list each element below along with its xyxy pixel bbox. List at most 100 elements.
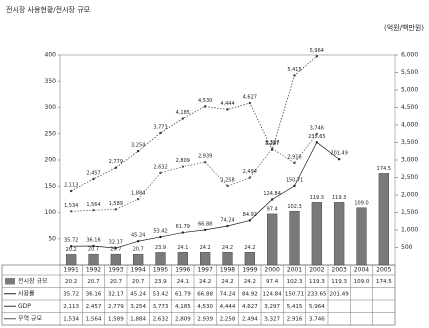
point-label: 3,746 (310, 125, 324, 131)
bar-label: 119.3 (310, 195, 324, 201)
legend-swatch (5, 278, 15, 285)
x-tick-label: 2004 (354, 267, 369, 274)
bar-label: 109.0 (354, 200, 368, 206)
y2-tick-label: 4,500 (401, 104, 418, 111)
bar-label: 174.5 (377, 166, 391, 172)
point-label: 66.88 (198, 221, 212, 227)
table-cell: 35.72 (63, 291, 79, 297)
table-cell: 20.7 (87, 279, 100, 285)
point (181, 231, 185, 234)
table-cell: 201.49 (330, 291, 350, 297)
point (159, 235, 162, 239)
bar-label: 20.2 (66, 247, 77, 253)
bar-label: 20.7 (133, 247, 144, 253)
point-label: 4,627 (243, 95, 257, 101)
bar-label: 24.2 (200, 245, 211, 251)
table-cell: 5,964 (309, 304, 325, 310)
point-label: 2,939 (198, 154, 212, 160)
point (315, 141, 319, 144)
point-label: 3,297 (265, 141, 279, 147)
bar (110, 253, 121, 266)
y-tick-label: 350 (45, 78, 57, 85)
point (226, 108, 229, 111)
point-label: 84.92 (243, 212, 257, 218)
point-label: 4,444 (220, 101, 234, 107)
table-cell: 174.5 (376, 279, 392, 285)
y-tick-label: 300 (45, 104, 57, 111)
point-label: 233.65 (308, 134, 326, 140)
point-label: 124.84 (263, 191, 281, 197)
table-cell: 2,113 (63, 304, 79, 310)
point (181, 165, 185, 168)
point-label: 2,258 (220, 177, 234, 183)
point (203, 160, 207, 164)
bar-label: 119.3 (332, 195, 346, 201)
table-cell: 2,916 (287, 316, 303, 322)
point-label: 2,494 (243, 169, 257, 175)
table-cell: 84.92 (242, 291, 258, 297)
point-label: 32.17 (109, 240, 123, 246)
table-cell: 4,627 (242, 304, 258, 310)
table-cell: 24.2 (244, 279, 256, 285)
x-tick-label: 1994 (131, 267, 146, 274)
point-label: 2,809 (176, 158, 190, 164)
bar (88, 253, 99, 266)
table-cell: 119.3 (309, 279, 325, 285)
y-tick-label: 250 (45, 130, 57, 137)
bar (244, 252, 255, 266)
table-cell: 109.0 (354, 279, 370, 285)
legend-label: 사용률 (18, 289, 35, 297)
point (226, 224, 229, 228)
x-tick-label: 1992 (86, 267, 101, 274)
x-tick-label: 1997 (198, 267, 213, 274)
point-label: 2,457 (86, 171, 100, 177)
y2-tick-label: 6,000 (401, 52, 418, 59)
table-cell: 24.2 (199, 279, 211, 285)
table-cell: 102.3 (287, 279, 303, 285)
point-label: 5,415 (287, 67, 301, 73)
y2-tick-label: 2,500 (401, 174, 418, 181)
table-cell: 3,254 (130, 304, 146, 310)
point (270, 147, 274, 150)
point-label: 61.79 (176, 224, 190, 230)
x-tick-label: 1996 (175, 267, 190, 274)
point (136, 197, 140, 201)
point (293, 184, 296, 188)
y-tick-label: 100 (45, 209, 57, 216)
point-label: 35.72 (64, 238, 78, 244)
point-label: 1,884 (131, 191, 145, 197)
point (203, 105, 207, 108)
y2-tick-label: 5,500 (401, 69, 418, 76)
y-tick-label: 200 (45, 157, 57, 164)
table-cell: 5,415 (287, 304, 303, 310)
table-cell: 233.65 (307, 291, 327, 297)
point-label: 3,327 (265, 140, 279, 146)
table-cell: 24.1 (177, 279, 189, 285)
y2-tick-label: 5,000 (401, 87, 418, 94)
table-cell: 2,779 (108, 304, 124, 310)
table-cell: 3,746 (309, 316, 325, 322)
bar (66, 254, 77, 266)
point-label: 1,534 (64, 203, 78, 209)
bar-label: 20.7 (110, 247, 121, 253)
bar-label: 97.4 (267, 206, 278, 212)
table-cell: 45.24 (130, 291, 146, 297)
point-label: 2,916 (287, 154, 301, 160)
point (203, 228, 207, 232)
point-label: 1,564 (86, 202, 100, 208)
point (159, 171, 162, 175)
point-label: 150.71 (286, 177, 304, 183)
point-label: 2,779 (109, 159, 123, 165)
point-label: 4,530 (198, 98, 212, 104)
point (315, 132, 319, 136)
point (69, 245, 73, 248)
chart-title: 전시장 사용현황/전시장 규모 (6, 5, 91, 14)
bar-label: 23.9 (155, 245, 166, 251)
point (248, 101, 252, 105)
table-cell: 119.3 (331, 279, 347, 285)
table-cell: 1,884 (130, 316, 146, 322)
y2-tick-label: 2,000 (401, 192, 418, 199)
point-label: 201.49 (330, 151, 348, 157)
point (159, 131, 162, 135)
bar (177, 252, 188, 266)
